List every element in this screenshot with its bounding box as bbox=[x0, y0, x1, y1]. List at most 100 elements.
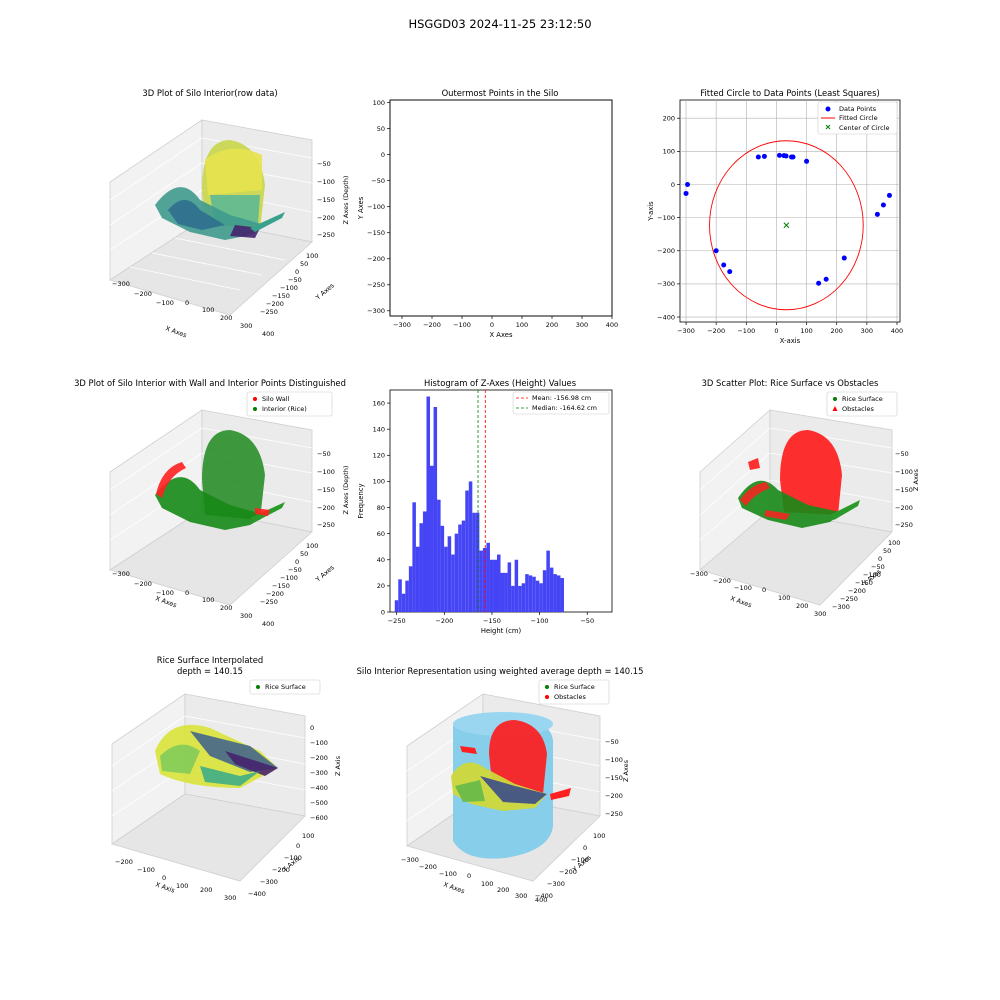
panel5-y-tick-label: 0 bbox=[381, 608, 385, 616]
panel5-hist-bar bbox=[532, 576, 536, 612]
panel1-z-label: Z Axes (Depth) bbox=[342, 176, 350, 225]
panel4-interior-points bbox=[155, 430, 285, 530]
panel3-x-tick-label: 300 bbox=[861, 327, 873, 335]
panel6-x-tick: −100 bbox=[734, 584, 752, 592]
panel3-data-point bbox=[683, 190, 689, 196]
panel6-x-tick: −300 bbox=[690, 570, 708, 578]
panel3-data-point bbox=[721, 262, 727, 268]
panel3-data-point bbox=[816, 280, 822, 286]
panel1-x-tick: 200 bbox=[220, 314, 232, 322]
panel3-y-tick-label: −100 bbox=[657, 214, 675, 222]
panel1-x-tick: 400 bbox=[262, 330, 274, 338]
panel5-hist-bar bbox=[465, 490, 469, 612]
panel4-y-tick: −250 bbox=[260, 598, 278, 606]
panel3-data-point bbox=[776, 152, 782, 158]
panel5-hist-bar bbox=[444, 546, 448, 612]
panel5-hist-bar bbox=[535, 580, 540, 612]
panel5-y-axis-label: Frequency bbox=[357, 483, 365, 518]
panel7-svg: Rice Surface 0 −100 −200 −300 −400 −500 … bbox=[111, 679, 342, 902]
panel4-legend-interior: Interior (Rice) bbox=[262, 405, 307, 413]
panel5-hist-bar bbox=[539, 583, 543, 612]
panel3-x-tick-label: 100 bbox=[800, 327, 812, 335]
panel5-hist-bar bbox=[482, 548, 487, 612]
panel7-x-tick: 200 bbox=[200, 886, 212, 894]
panel2-x-axis-label: X Axes bbox=[489, 331, 512, 339]
panel7-z-label: Z Axis bbox=[334, 755, 342, 776]
panel5-hist-bar bbox=[394, 600, 399, 612]
panel2-x-tick-label: 400 bbox=[606, 321, 618, 329]
panel6-y-tick: −250 bbox=[840, 595, 858, 603]
panel2-y-tick-label: −300 bbox=[367, 307, 385, 315]
panel4-x-tick: 400 bbox=[262, 620, 274, 628]
panel5-title: Histogram of Z-Axes (Height) Values bbox=[423, 378, 577, 388]
panel6-x-tick: 100 bbox=[778, 594, 790, 602]
panel7-axes-box bbox=[111, 693, 306, 882]
panel8-title: Silo Interior Representation using weigh… bbox=[356, 666, 644, 676]
panel8-x-tick: 100 bbox=[481, 880, 493, 888]
figure-title: HSGGD03 2024-11-25 23:12:50 bbox=[408, 17, 592, 31]
panel6-y-tick: −150 bbox=[855, 579, 873, 587]
panel8-z-tick: −100 bbox=[605, 756, 623, 764]
panel6-title: 3D Scatter Plot: Rice Surface vs Obstacl… bbox=[701, 378, 879, 388]
panel8-z-tick: −50 bbox=[605, 738, 619, 746]
panel7-y-tick: 100 bbox=[302, 832, 314, 840]
panel2-x-tick-label: −100 bbox=[453, 321, 471, 329]
panel1-floor-points bbox=[155, 187, 285, 240]
panel5-hist-bar bbox=[493, 559, 497, 612]
panel5-hist-bar bbox=[489, 559, 494, 612]
panel5-hist-bar bbox=[549, 567, 554, 612]
panel1-x-label: X Axes bbox=[164, 324, 188, 339]
panel5-hist-bar bbox=[437, 499, 441, 612]
panel5-y-tick-label: 160 bbox=[373, 399, 385, 407]
panel2-plot-frame bbox=[389, 99, 613, 317]
panel4-z-tick: −150 bbox=[317, 486, 335, 494]
panel2-x-tick-label: 100 bbox=[516, 321, 528, 329]
panel5-hist-bar bbox=[542, 570, 547, 612]
panel5-hist-bar bbox=[408, 566, 413, 612]
panel7-3d-plot: Rice Surface 0 −100 −200 −300 −400 −500 … bbox=[100, 676, 360, 906]
panel1-y-tick: −100 bbox=[280, 284, 298, 292]
panel7-z-tick: −100 bbox=[310, 739, 328, 747]
panel4-legend: Silo Wall Interior (Rice) bbox=[246, 391, 333, 417]
panel3-data-point bbox=[783, 153, 789, 159]
panel7-x-tick: 0 bbox=[162, 874, 166, 882]
panel3-center-marker bbox=[783, 222, 790, 229]
panel6-legend-rice: Rice Surface bbox=[842, 395, 883, 403]
panel4-z-label: Z Axes (Depth) bbox=[342, 466, 350, 515]
panel3-data-point bbox=[874, 211, 880, 217]
panel3-legend-label: Center of Circle bbox=[839, 124, 890, 132]
panel4-y-tick: 100 bbox=[306, 542, 318, 550]
panel4-z-tick: −100 bbox=[317, 468, 335, 476]
panel5-x-tick-label: −250 bbox=[388, 617, 406, 625]
panel5-hist-bar bbox=[422, 511, 427, 612]
panel5-y-tick-label: 40 bbox=[377, 556, 385, 564]
panel6-x-tick: 0 bbox=[762, 586, 766, 594]
panel1-svg: −50 −100 −150 −200 −250 Z Axes (Depth) −… bbox=[109, 119, 350, 340]
panel3-data-point bbox=[727, 269, 733, 275]
panel6-obstacle-floor bbox=[740, 482, 790, 520]
panel6-z-tick: −250 bbox=[895, 521, 913, 529]
panel3-data-point bbox=[790, 154, 796, 160]
panel5-hist-bar bbox=[500, 572, 505, 612]
panel3-x-tick-label: 200 bbox=[831, 327, 843, 335]
panel2-y-tick-label: −100 bbox=[367, 203, 385, 211]
panel7-y-tick: −200 bbox=[272, 866, 290, 874]
panel8-legend-rice: Rice Surface bbox=[554, 683, 595, 691]
panel7-z-tick: −500 bbox=[310, 799, 328, 807]
panel7-legend-rice: Rice Surface bbox=[265, 683, 306, 691]
panel3-legend-box bbox=[817, 101, 898, 135]
panel5-hist-bar bbox=[556, 575, 561, 612]
panel5-y-tick-label: 60 bbox=[377, 530, 385, 538]
panel6-3d-plot: Rice Surface Obstacles −50 −100 −150 −20… bbox=[680, 390, 950, 630]
panel4-x-tick: 300 bbox=[240, 612, 252, 620]
panel6-y-tick: −200 bbox=[848, 587, 866, 595]
panel2-y-tick-label: −250 bbox=[367, 281, 385, 289]
panel5-legend-label: Median: -164.62 cm bbox=[532, 404, 597, 412]
panel5-legend-label: Mean: -156.98 cm bbox=[532, 394, 591, 402]
panel4-3d-plot: Silo Wall Interior (Rice) −50 −100 −150 … bbox=[90, 390, 360, 630]
panel8-x-tick: −300 bbox=[401, 856, 419, 864]
panel2-x-tick-label: 0 bbox=[490, 321, 494, 329]
panel5-hist-bar bbox=[415, 546, 420, 612]
panel6-z-label: Z Axes bbox=[912, 468, 920, 491]
panel1-z-tick: −200 bbox=[317, 214, 335, 222]
